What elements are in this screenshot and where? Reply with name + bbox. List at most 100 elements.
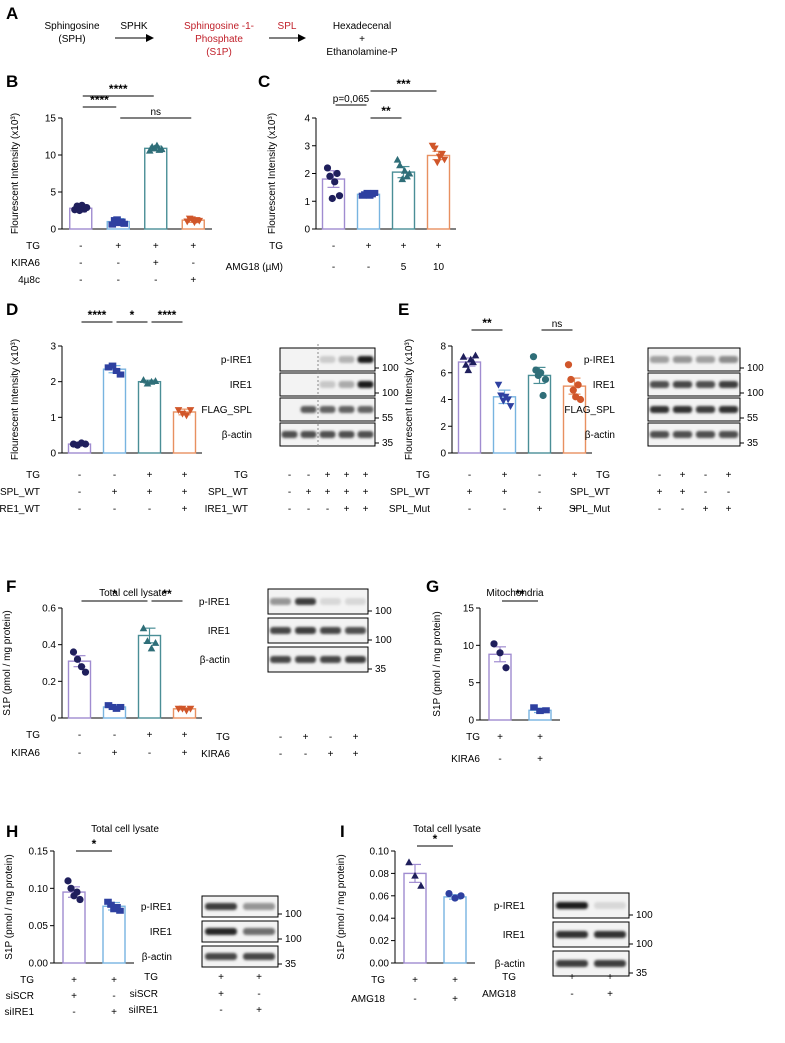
blot-condition-value: -: [727, 487, 730, 498]
blot-band: [594, 902, 626, 909]
condition-value: +: [111, 975, 117, 986]
significance-label: ns: [150, 107, 161, 118]
data-point: [504, 396, 512, 404]
blot-band: [357, 406, 374, 413]
condition-value: +: [366, 241, 372, 252]
blot-condition-value: +: [325, 470, 331, 481]
blot-condition-value: -: [329, 732, 332, 743]
y-axis-label: Flourescent Intensity (x10³): [404, 339, 415, 460]
blot-band: [295, 598, 316, 605]
blot-band: [556, 960, 588, 967]
blot-label: β-actin: [585, 430, 615, 441]
bar: [426, 154, 451, 230]
y-axis-label: Flourescent Intensity (x10³): [267, 113, 278, 234]
blot-h: p-IRE1 100 IRE1 100 β-actin 35 TG + + siSCR + - siIR…: [129, 895, 302, 1016]
significance-label: *: [92, 837, 97, 851]
mw-marker: 100: [636, 910, 653, 921]
data-point: [113, 903, 121, 911]
condition-value: +: [112, 748, 118, 759]
blot-condition-value: -: [288, 487, 291, 498]
condition-value: +: [71, 975, 77, 986]
panel-label-a: A: [6, 4, 18, 23]
blot-band: [695, 406, 716, 413]
mw-marker: 55: [747, 413, 759, 424]
data-point: [153, 141, 161, 149]
blot-condition-label: TG: [234, 470, 248, 481]
bar: [527, 374, 552, 454]
significance-label: **: [381, 104, 391, 118]
y-tick-label: 5: [50, 188, 56, 199]
condition-label: SPL_WT: [390, 487, 430, 498]
data-point: [108, 362, 117, 369]
significance-label: **: [515, 587, 525, 601]
data-point: [411, 871, 419, 879]
chart-title: Total cell lysate: [99, 588, 167, 599]
data-point: [536, 708, 544, 715]
blot-condition-value: -: [304, 749, 307, 760]
bar: [488, 653, 512, 721]
blot-condition-value: -: [279, 732, 282, 743]
blot-band: [649, 381, 670, 388]
data-point: [398, 175, 407, 183]
y-axis-label: Flourescent Intensity (x10³): [10, 113, 21, 234]
significance-label: *: [130, 308, 135, 322]
mw-marker: 100: [747, 388, 764, 399]
blot-band: [300, 406, 317, 413]
y-tick-label: 15: [45, 114, 57, 125]
blot-band: [357, 431, 374, 438]
blot-frame: [201, 920, 279, 943]
blot-band: [295, 627, 316, 634]
data-point: [574, 381, 582, 389]
blot-condition-value: +: [344, 504, 350, 515]
data-point: [567, 375, 575, 384]
significance-label: ****: [109, 82, 128, 96]
data-point: [393, 155, 402, 163]
condition-value: +: [182, 470, 188, 481]
blot-band: [295, 656, 316, 663]
condition-label: 4µ8c: [18, 275, 40, 286]
data-point: [139, 376, 148, 383]
data-point: [147, 644, 156, 652]
blot-condition-value: -: [704, 470, 707, 481]
condition-value: -: [79, 241, 82, 252]
y-tick-label: 0: [50, 714, 56, 725]
data-point: [195, 217, 204, 225]
condition-value: -: [154, 275, 157, 286]
blot-frame: [647, 397, 741, 422]
data-point: [69, 648, 78, 656]
y-tick-label: 0.00: [29, 959, 49, 970]
blot-condition-value: +: [344, 470, 350, 481]
condition-value: -: [113, 730, 116, 741]
y-tick-label: 0.02: [370, 936, 390, 947]
condition-label: TG: [26, 730, 40, 741]
condition-value: +: [182, 730, 188, 741]
chart-h: H Total cell lysate 0.00 0.05 0.10 0.15 S1P (p…: [4, 822, 159, 1018]
panel-label-b: B: [6, 72, 18, 91]
data-point: [457, 892, 465, 900]
blot-frame: [201, 945, 279, 968]
condition-value: +: [436, 241, 442, 252]
condition-label: KIRA6: [451, 754, 480, 765]
condition-label: KIRA6: [11, 748, 40, 759]
blot-condition-value: -: [307, 504, 310, 515]
condition-value: +: [147, 487, 153, 498]
blot-condition-value: +: [680, 487, 686, 498]
mw-marker: 100: [285, 934, 302, 945]
y-axis-label: S1P (pmol / mg protein): [2, 610, 13, 715]
spl-label: SPL: [278, 21, 297, 32]
significance-label: ****: [88, 308, 107, 322]
data-point: [182, 707, 191, 715]
data-point: [64, 877, 72, 885]
mw-marker: 100: [382, 388, 399, 399]
condition-label: TG: [26, 241, 40, 252]
data-point: [433, 159, 442, 167]
data-point: [174, 407, 183, 414]
blot-label: FLAG_SPL: [564, 405, 615, 416]
y-tick-label: 10: [45, 151, 57, 162]
data-point: [462, 360, 470, 368]
blot-band: [320, 627, 341, 634]
mw-marker: 100: [747, 363, 764, 374]
blot-condition-value: +: [303, 732, 309, 743]
condition-value: +: [182, 504, 188, 515]
chart-i: I Total cell lysate 0.00 0.02 0.04 0.06 0.08 0.…: [336, 822, 481, 1005]
